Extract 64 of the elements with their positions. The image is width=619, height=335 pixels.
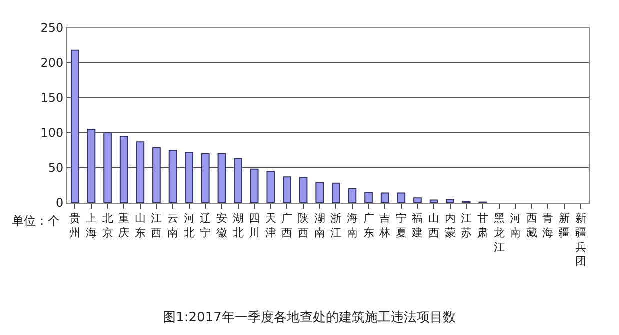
x-tick-label: 云南	[168, 212, 179, 240]
bar	[250, 168, 259, 203]
x-tick-label: 贵州	[70, 212, 81, 240]
x-tick-label: 黑龙江	[494, 212, 505, 254]
y-tick-label: 250	[40, 21, 64, 36]
y-tick-label: 0	[56, 196, 64, 210]
bar	[332, 182, 340, 203]
x-tick-label: 河北	[184, 212, 195, 240]
x-tick-label: 四川	[249, 212, 260, 240]
bar	[414, 198, 422, 203]
bar	[185, 152, 194, 203]
bar	[348, 188, 357, 203]
x-tick-label: 海南	[346, 212, 358, 240]
x-tick-label: 天津	[265, 212, 276, 240]
x-tick-label: 甘肃	[477, 212, 488, 240]
bar	[397, 192, 406, 203]
x-tick-label: 北京	[102, 212, 114, 240]
bar	[136, 142, 145, 203]
bar	[446, 199, 455, 203]
y-tick-label: 200	[40, 56, 64, 70]
x-tick-label: 山西	[428, 212, 440, 240]
y-tick-label: 100	[40, 126, 64, 140]
x-tick-label: 新疆兵团	[575, 212, 586, 268]
bar	[234, 158, 242, 203]
x-tick-label: 新疆	[559, 212, 570, 240]
x-tick-label: 重庆	[118, 212, 130, 240]
x-tick-label: 安徽	[216, 212, 228, 240]
x-tick-label: 福建	[411, 212, 424, 240]
bar	[168, 150, 178, 203]
x-tick-label: 陕西	[298, 212, 310, 240]
text: 单位：个	[12, 214, 60, 228]
x-tick-label: 西藏	[526, 212, 538, 240]
bar	[380, 192, 390, 203]
text: 图1:2017年一季度各地查处的建筑施工违法项目数	[163, 310, 456, 326]
x-tick-label: 江西	[151, 212, 162, 240]
bar	[152, 147, 161, 203]
bar	[316, 182, 324, 203]
bar	[430, 200, 438, 203]
y-tick-label: 150	[40, 91, 64, 106]
bar	[299, 177, 308, 203]
bar	[364, 192, 373, 203]
x-tick-label: 宁夏	[396, 212, 407, 240]
bar	[104, 132, 112, 203]
y-tick-label: 50	[48, 161, 64, 176]
x-tick-label: 山东	[134, 212, 146, 240]
bar	[201, 154, 210, 203]
bar	[283, 176, 292, 203]
x-tick-label: 青海	[542, 212, 554, 240]
x-tick-label: 广西	[282, 212, 293, 240]
bar	[218, 154, 226, 203]
x-tick-label: 河南	[510, 212, 522, 240]
bar	[70, 50, 80, 203]
bar	[120, 136, 128, 203]
x-tick-label: 内蒙	[444, 212, 456, 240]
x-tick-label: 江苏	[461, 212, 472, 240]
bar	[87, 129, 96, 203]
x-tick-label: 湖南	[314, 212, 326, 240]
x-tick-label: 上海	[86, 212, 97, 240]
x-tick-label: 湖北	[232, 212, 244, 240]
x-tick-label: 浙江	[330, 212, 342, 240]
x-tick-label: 广东	[363, 212, 374, 240]
x-tick-label: 吉林	[378, 212, 391, 240]
bar	[266, 171, 276, 203]
x-tick-label: 辽宁	[200, 212, 212, 240]
